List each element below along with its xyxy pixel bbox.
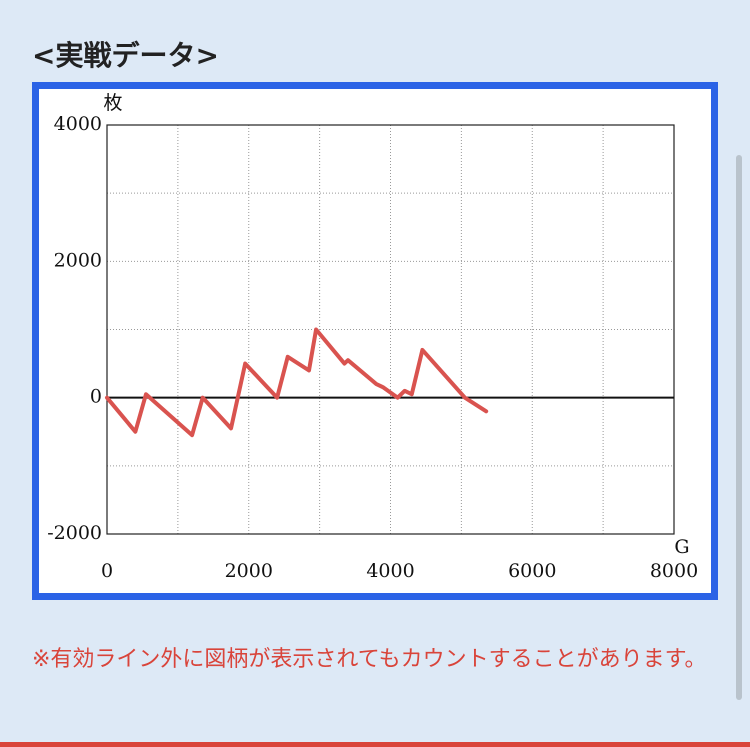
- x-tick-label: 2000: [225, 560, 273, 582]
- x-tick-label: 6000: [508, 560, 556, 582]
- x-tick-label: 8000: [650, 560, 698, 582]
- y-tick-label: -2000: [47, 522, 102, 544]
- data-line: [105, 327, 489, 438]
- y-tick-label: 0: [90, 386, 102, 408]
- plot-frame: [106, 124, 675, 535]
- note: ※有効ライン外に図柄が表示されてもカウントすることがあります。: [32, 647, 707, 672]
- x-tick-label: 0: [101, 560, 113, 582]
- y-axis-label: 枚: [103, 92, 122, 114]
- y-tick-label: 2000: [54, 249, 102, 271]
- x-tick-label: 4000: [366, 560, 414, 582]
- x-axis-label: G: [674, 536, 689, 558]
- y-tick-label: 4000: [54, 113, 102, 135]
- heading: <実戦データ>: [32, 39, 219, 72]
- bottom-rule: [0, 742, 750, 747]
- chart-frame: [32, 82, 718, 600]
- scrollbar: [736, 155, 742, 700]
